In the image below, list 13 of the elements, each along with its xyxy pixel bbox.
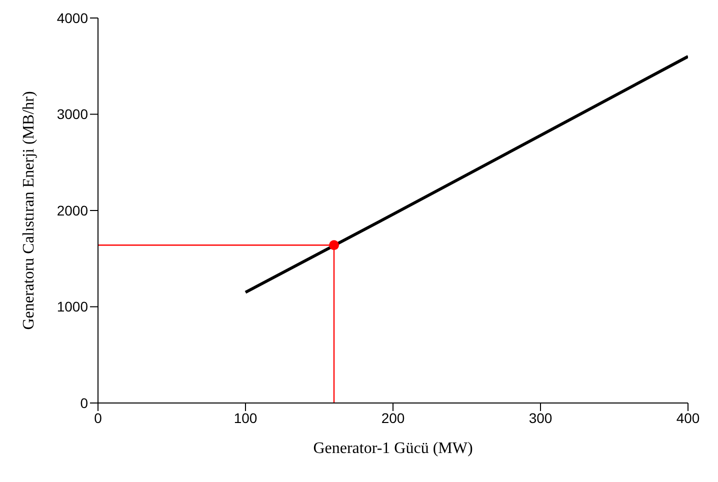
x-tick-label: 400 [676,410,700,426]
y-tick-label: 2000 [56,202,88,218]
y-tick-label: 1000 [56,298,88,315]
x-tick-label: 200 [381,410,405,426]
line-series [244,55,688,294]
y-tick-label: 4000 [56,10,88,26]
x-tick-label: 0 [94,410,102,426]
x-tick-label: 300 [528,410,552,426]
y-tick-label: 0 [80,394,88,411]
x-tick-label: 100 [234,410,258,426]
y-axis-title: Generatoru Calıstıran Enerji (MB/hr) [20,91,38,330]
y-tick-label: 3000 [56,106,88,122]
x-axis-title: Generator-1 Gücü (MW) [313,440,473,457]
